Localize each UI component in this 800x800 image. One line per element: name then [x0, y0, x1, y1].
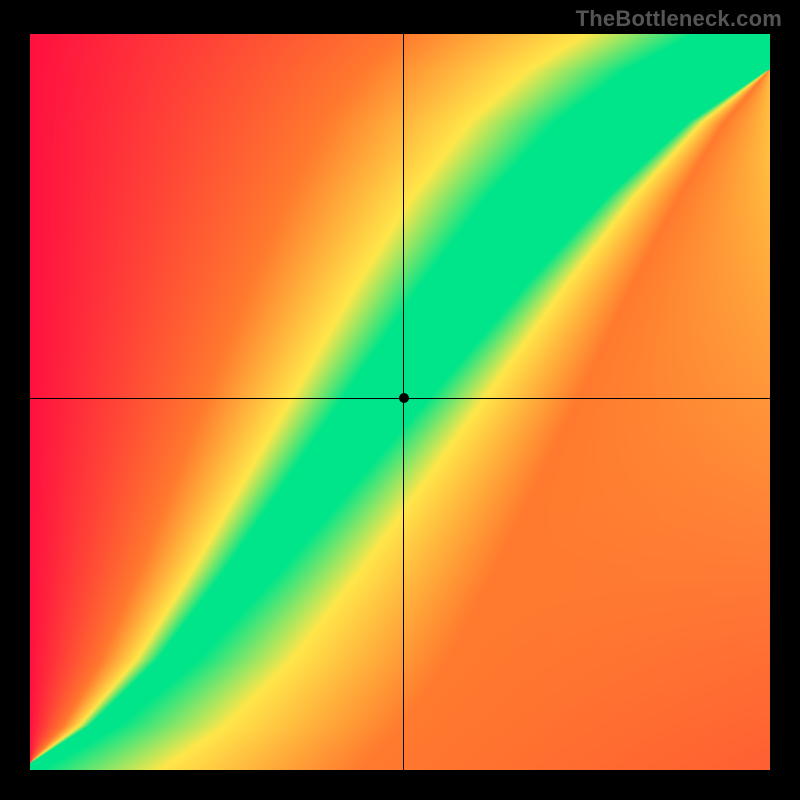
heatmap-canvas: [30, 34, 770, 770]
watermark-text: TheBottleneck.com: [576, 6, 782, 32]
chart-frame: TheBottleneck.com: [0, 0, 800, 800]
plot-area: [30, 34, 770, 770]
